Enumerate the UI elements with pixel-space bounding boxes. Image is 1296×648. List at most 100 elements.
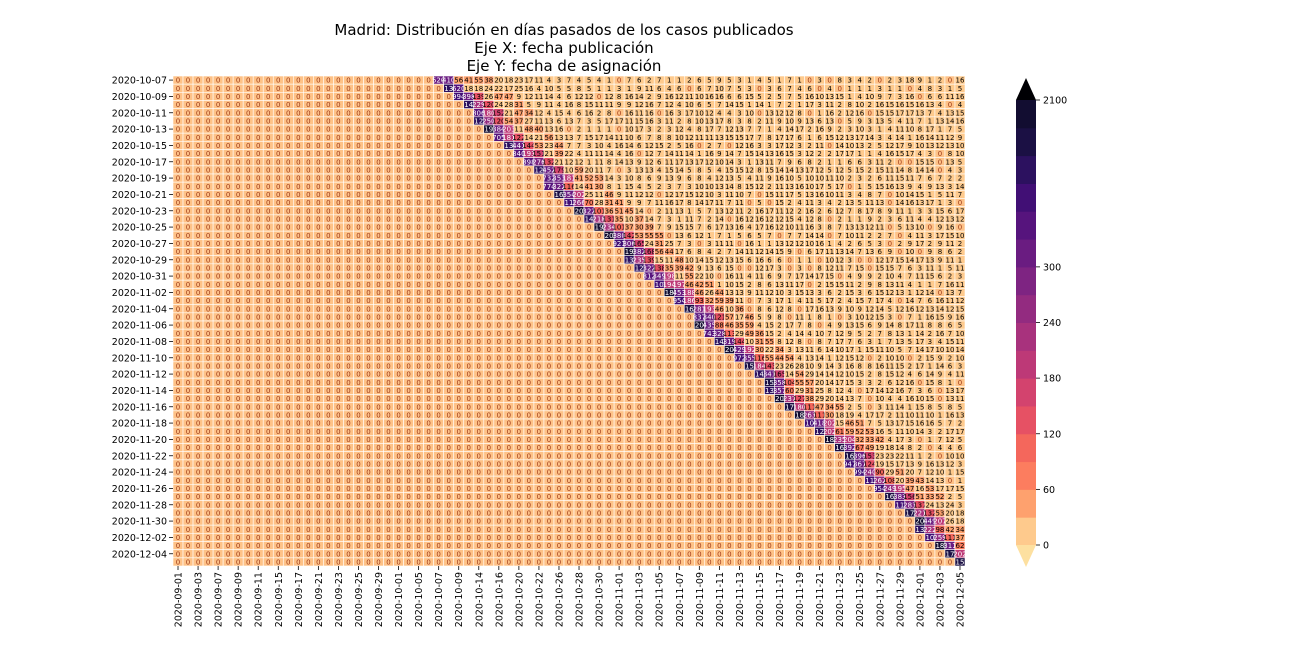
heatmap-cell-label: 0 xyxy=(246,101,250,109)
heatmap-cell-label: 4 xyxy=(847,297,852,305)
heatmap-cell-label: 14 xyxy=(605,150,614,158)
heatmap-cell-label: 0 xyxy=(567,281,571,289)
heatmap-cell-label: 0 xyxy=(286,191,290,199)
heatmap-cell-label: 0 xyxy=(316,134,320,142)
heatmap-cell-label: 0 xyxy=(477,232,481,240)
heatmap-cell-label: 0 xyxy=(356,215,360,223)
heatmap-cell-label: 34 xyxy=(524,109,533,117)
heatmap-cell-label: 0 xyxy=(507,183,511,191)
heatmap-cell-label: 0 xyxy=(376,109,380,117)
heatmap-cell-label: 0 xyxy=(446,232,450,240)
heatmap-cell-label: 0 xyxy=(356,142,360,150)
heatmap-cell-label: 0 xyxy=(587,248,591,256)
heatmap-cell-label: 0 xyxy=(386,248,390,256)
heatmap-cell-label: 0 xyxy=(296,313,300,321)
heatmap-cell-label: 0 xyxy=(908,158,912,166)
heatmap-cell-label: 0 xyxy=(416,281,420,289)
heatmap-cell-label: 9 xyxy=(918,77,922,85)
heatmap-cell-label: 10 xyxy=(725,305,734,313)
heatmap-cell-label: 48 xyxy=(524,126,533,134)
heatmap-cell-label: 0 xyxy=(386,232,390,240)
heatmap-cell-label: 3 xyxy=(617,85,621,93)
heatmap-cell-label: 0 xyxy=(617,264,621,272)
heatmap-cell-label: 15 xyxy=(875,289,884,297)
heatmap-cell-label: 13 xyxy=(905,224,914,232)
heatmap-cell-label: 0 xyxy=(396,281,400,289)
heatmap-cell-label: 0 xyxy=(527,264,531,272)
heatmap-cell-label: 0 xyxy=(226,101,230,109)
heatmap-cell-label: 10 xyxy=(745,109,754,117)
heatmap-cell-label: 15 xyxy=(785,150,794,158)
heatmap-cell-label: 0 xyxy=(567,248,571,256)
heatmap-cell-label: 15 xyxy=(885,109,894,117)
heatmap-cell-label: 0 xyxy=(216,175,220,183)
heatmap-cell-label: 9 xyxy=(928,183,932,191)
heatmap-cell-label: 0 xyxy=(236,313,240,321)
heatmap-cell-label: 0 xyxy=(196,93,200,101)
heatmap-cell-label: 1 xyxy=(747,101,751,109)
heatmap-cell-label: 14 xyxy=(645,215,654,223)
heatmap-cell-label: 7 xyxy=(888,93,892,101)
heatmap-cell-label: 0 xyxy=(286,305,290,313)
heatmap-cell-label: 17 xyxy=(835,183,844,191)
heatmap-cell-label: 0 xyxy=(557,297,561,305)
heatmap-cell-label: 0 xyxy=(386,191,390,199)
heatmap-cell-label: 0 xyxy=(266,109,270,117)
heatmap-cell-label: 15 xyxy=(915,191,924,199)
heatmap-cell-label: 0 xyxy=(396,158,400,166)
heatmap-cell-label: 0 xyxy=(186,126,190,134)
heatmap-cell-label: 0 xyxy=(456,322,460,330)
heatmap-cell-label: 0 xyxy=(276,256,280,264)
heatmap-cell-label: 0 xyxy=(477,330,481,338)
heatmap-cell-label: 13 xyxy=(945,158,954,166)
heatmap-cell-label: 0 xyxy=(517,297,521,305)
heatmap-cell-label: 0 xyxy=(477,240,481,248)
heatmap-cell-label: 3 xyxy=(847,313,851,321)
heatmap-cell-label: 14 xyxy=(765,248,774,256)
heatmap-cell-label: 14 xyxy=(895,134,904,142)
heatmap-cell-label: 0 xyxy=(286,248,290,256)
heatmap-cell-label: 17 xyxy=(685,109,694,117)
heatmap-cell-label: 1 xyxy=(898,85,902,93)
heatmap-cell-label: 0 xyxy=(206,240,210,248)
heatmap-cell-label: 2 xyxy=(948,175,952,183)
heatmap-cell-label: 0 xyxy=(336,256,340,264)
heatmap-cell-label: 6 xyxy=(577,109,582,117)
heatmap-cell-label: 8 xyxy=(948,150,952,158)
heatmap-cell-label: 2 xyxy=(597,109,601,117)
heatmap-cell-label: 17 xyxy=(695,158,704,166)
heatmap-cell-label: 0 xyxy=(316,215,320,223)
heatmap-cell-label: 0 xyxy=(346,330,350,338)
heatmap-cell-label: 9 xyxy=(747,289,751,297)
heatmap-cell-label: 1 xyxy=(797,77,801,85)
heatmap-cell-label: 0 xyxy=(446,134,450,142)
heatmap-cell-label: 0 xyxy=(276,264,280,272)
heatmap-cell-label: 0 xyxy=(436,93,440,101)
heatmap-cell-label: 0 xyxy=(416,273,420,281)
heatmap-cell-label: 0 xyxy=(487,183,491,191)
heatmap-cell-label: 12 xyxy=(675,93,684,101)
heatmap-cell-label: 11 xyxy=(735,297,744,305)
heatmap-cell-label: 0 xyxy=(527,281,531,289)
heatmap-cell-label: 0 xyxy=(948,101,952,109)
heatmap-cell-label: 0 xyxy=(236,207,240,215)
heatmap-cell-label: 0 xyxy=(306,281,310,289)
heatmap-cell-label: 4 xyxy=(717,109,722,117)
heatmap-cell-label: 13 xyxy=(665,175,674,183)
heatmap-cell-label: 9 xyxy=(637,199,641,207)
heatmap-cell-label: 5 xyxy=(847,166,851,174)
heatmap-cell-label: 41 xyxy=(575,175,584,183)
heatmap-cell-label: 15 xyxy=(935,313,944,321)
heatmap-cell-label: 0 xyxy=(246,166,250,174)
heatmap-cell-label: 0 xyxy=(406,313,410,321)
heatmap-cell-label: 0 xyxy=(436,313,440,321)
heatmap-cell-label: 0 xyxy=(436,273,440,281)
heatmap-cell-label: 0 xyxy=(497,297,501,305)
heatmap-cell-label: 0 xyxy=(406,142,410,150)
heatmap-cell-label: 0 xyxy=(527,289,531,297)
heatmap-cell-label: 0 xyxy=(306,117,310,125)
heatmap-cell-label: 0 xyxy=(657,322,661,330)
heatmap-cell-label: 0 xyxy=(507,289,511,297)
heatmap-cell-label: 0 xyxy=(456,126,460,134)
heatmap-cell-label: 0 xyxy=(186,117,190,125)
